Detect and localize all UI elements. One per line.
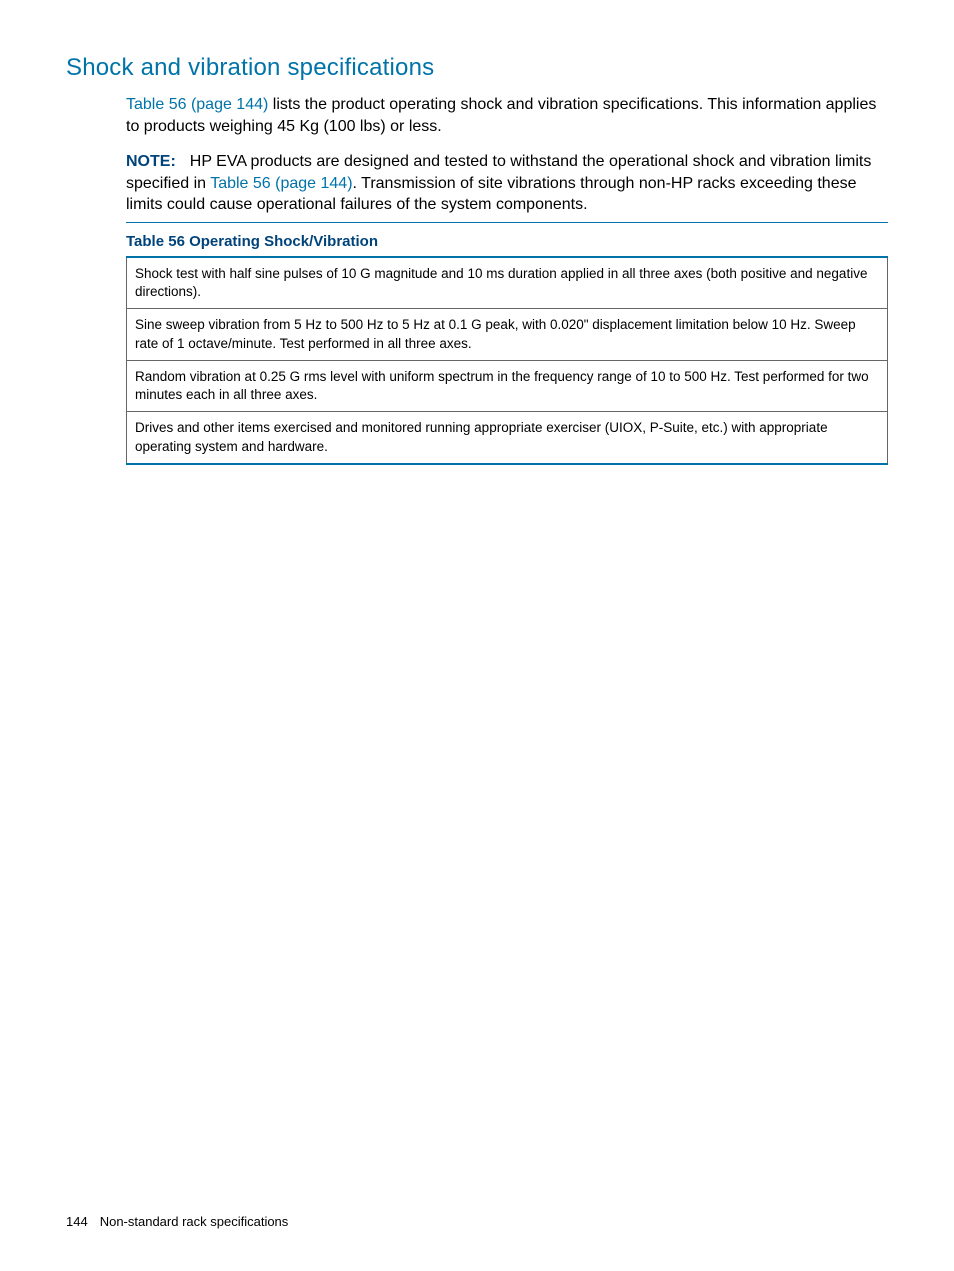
intro-paragraph: Table 56 (page 144) lists the product op…: [126, 94, 888, 137]
note-paragraph: NOTE:HP EVA products are designed and te…: [126, 151, 888, 216]
note-label: NOTE:: [126, 153, 176, 170]
spec-table: Shock test with half sine pulses of 10 G…: [126, 256, 888, 465]
page-content: Shock and vibration specifications Table…: [0, 0, 954, 465]
table-cell: Shock test with half sine pulses of 10 G…: [127, 257, 888, 309]
table-cell: Drives and other items exercised and mon…: [127, 412, 888, 464]
footer-section-name: Non-standard rack specifications: [100, 1214, 289, 1229]
page-footer: 144 Non-standard rack specifications: [66, 1214, 288, 1229]
table-title: Table 56 Operating Shock/Vibration: [126, 233, 888, 250]
table-ref-link-2[interactable]: Table 56 (page 144): [210, 175, 352, 192]
table-row: Sine sweep vibration from 5 Hz to 500 Hz…: [127, 309, 888, 360]
table-row: Random vibration at 0.25 G rms level wit…: [127, 360, 888, 411]
table-cell: Random vibration at 0.25 G rms level wit…: [127, 360, 888, 411]
divider-line: [126, 222, 888, 223]
table-ref-link-1[interactable]: Table 56 (page 144): [126, 96, 268, 113]
table-row: Shock test with half sine pulses of 10 G…: [127, 257, 888, 309]
section-heading: Shock and vibration specifications: [66, 54, 888, 82]
page-number: 144: [66, 1214, 88, 1229]
table-cell: Sine sweep vibration from 5 Hz to 500 Hz…: [127, 309, 888, 360]
table-row: Drives and other items exercised and mon…: [127, 412, 888, 464]
